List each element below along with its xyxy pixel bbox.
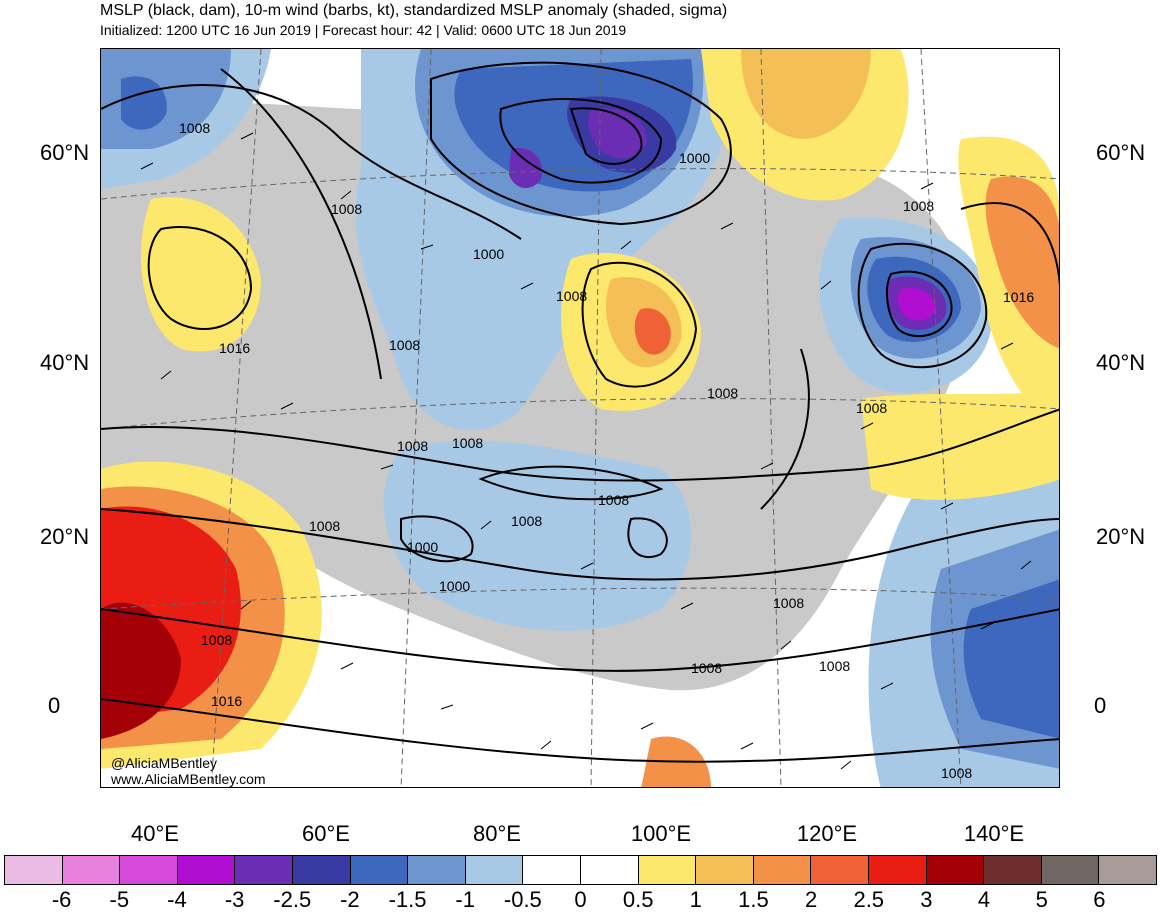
colorbar-cell [580,856,639,884]
isobar-label: 1008 [331,201,362,217]
lon-label: 60°E [302,821,350,846]
lat-label-left: 0 [48,693,61,718]
colorbar-tick-label: 1.5 [738,887,769,912]
map-svg: 1008 1008 1008 1000 1000 1008 1016 1008 … [101,49,1059,787]
isobar-labels: 1008 1008 1008 1000 1000 1008 1016 1008 … [179,120,1034,781]
isobar-label: 1008 [903,198,934,214]
colorbar-tick-label: -2 [340,887,360,912]
negative-anomaly-core [588,108,647,159]
isobar-label: 1008 [598,492,629,508]
negative-anomaly-peak [897,287,936,321]
colorbar-cell [926,856,985,884]
wind-barbs [140,132,1032,770]
isobar-label: 1008 [819,658,850,674]
isobar-label: 1000 [407,539,438,555]
isobar-label: 1016 [219,340,250,356]
lat-label-left: 60°N [40,140,90,165]
positive-anomaly-strong [634,308,671,355]
colorbar-tick-label: 6 [1093,887,1106,912]
colorbar-cell [465,856,524,884]
colorbar-tick-label: 0 [574,887,587,912]
isobar-label: 1008 [201,632,232,648]
colorbar-tick-label: -5 [109,887,130,912]
colorbar-cell [177,856,236,884]
isobar-label: 1000 [679,150,710,166]
isobar-label: 1008 [309,518,340,534]
isobar-label: 1016 [1003,289,1034,305]
colorbar-tick-label: -4 [167,887,187,912]
isobar-label: 1008 [556,288,587,304]
lon-label: 120°E [796,821,858,846]
isobar-label: 1008 [452,435,483,451]
colorbar-tick-label: 2 [804,887,818,912]
isobar-label: 1000 [473,246,504,262]
colorbar-cell [523,856,581,884]
colorbar-cell [1099,856,1156,884]
colorbar-cell [638,856,697,884]
colorbar-cell [350,856,409,884]
lat-label-left: 20°N [40,524,90,549]
colorbar-tick-label: 2.5 [853,887,885,912]
lat-label-right: 20°N [1096,524,1146,549]
colorbar-cell [292,856,351,884]
land-neutral-area [101,101,967,691]
isobar-label: 1008 [389,337,420,353]
colorbar-tick-label: -6 [51,887,72,912]
map-title: MSLP (black, dam), 10-m wind (barbs, kt)… [100,2,728,19]
lat-label-left: 40°N [40,350,90,375]
colorbar-tick-label: -1 [455,887,475,912]
graticule [101,49,1059,787]
colorbar-cell [1041,856,1100,884]
isobar-label: 1008 [511,513,542,529]
colorbar-cell [408,856,466,884]
positive-anomaly-mild [741,49,871,139]
colorbar-cell [120,856,178,884]
isobar-label: 1008 [941,765,972,781]
negative-anomaly-light [383,440,691,631]
colorbar-cell [235,856,293,884]
colorbar-tick-label: -3 [224,887,245,912]
isobar-label: 1008 [397,438,428,454]
colorbar-tick-label: 3 [920,887,933,912]
lat-label-right: 40°N [1096,350,1146,375]
colorbar-cell [5,856,63,884]
colorbar-cell [811,856,869,884]
isobar-label: 1000 [439,578,470,594]
positive-anomaly-weak [141,197,261,352]
colorbar-tick-label: 0.5 [622,887,654,912]
lon-label: 100°E [630,821,692,846]
positive-anomaly-extreme [101,602,181,739]
isobar-label: 1008 [707,385,738,401]
isobar-label: 1008 [856,400,887,416]
negative-anomaly-core [509,148,542,189]
lon-label: 140°E [963,821,1025,846]
colorbar-tick-label: 5 [1035,887,1048,912]
colorbar-cell [753,856,812,884]
colorbar-tick-label: 1 [689,887,702,912]
colorbar-tick-label: -2.5 [273,887,312,912]
map-subtitle: Initialized: 1200 UTC 16 Jun 2019 | Fore… [100,22,627,38]
lon-label: 40°E [131,821,179,846]
weather-map: 1008 1008 1008 1000 1000 1008 1016 1008 … [100,48,1060,788]
lon-label: 80°E [473,821,521,846]
colorbar-cell [62,856,121,884]
colorbar-tick-label: -0.5 [503,887,542,912]
colorbar [4,855,1157,885]
colorbar-tick-label: 4 [977,887,991,912]
isobars [101,61,1059,763]
lat-label-right: 0 [1094,693,1107,718]
positive-anomaly-moderate [985,176,1059,349]
isobar-label: 1016 [211,693,242,709]
negative-anomaly-strong [963,579,1059,739]
isobar-label: 1008 [691,660,722,676]
credit-handle: @AliciaMBentley [111,755,218,771]
credit-url[interactable]: www.AliciaMBentley.com [111,771,266,787]
colorbar-cell [868,856,927,884]
colorbar-cell [984,856,1042,884]
colorbar-tick-label: -1.5 [388,887,427,912]
isobar-label: 1008 [773,595,804,611]
lat-label-right: 60°N [1096,140,1146,165]
isobar-label: 1008 [179,120,210,136]
colorbar-cell [696,856,754,884]
